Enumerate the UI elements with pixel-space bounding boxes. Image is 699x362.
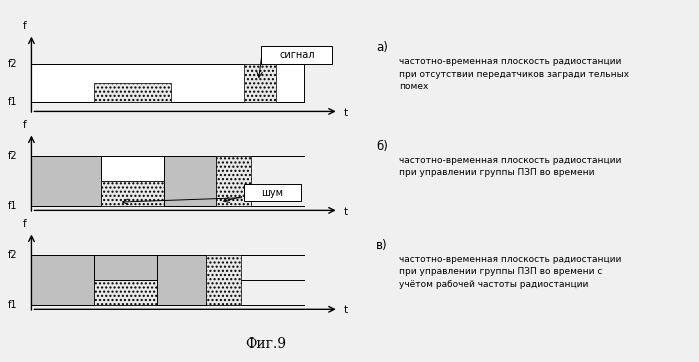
Bar xyxy=(94,83,171,102)
Text: частотно-временная плоскость радиостанции
при отсутствии передатчиков загради те: частотно-временная плоскость радиостанци… xyxy=(399,57,630,91)
Text: f: f xyxy=(22,120,27,130)
Bar xyxy=(101,156,164,181)
Text: f1: f1 xyxy=(8,300,17,310)
Text: f1: f1 xyxy=(8,201,17,211)
Bar xyxy=(94,280,157,304)
Text: сигнал: сигнал xyxy=(279,50,315,60)
Text: Фиг.9: Фиг.9 xyxy=(245,337,286,351)
Text: а): а) xyxy=(376,41,388,54)
Text: в): в) xyxy=(376,239,388,252)
Text: t: t xyxy=(344,306,348,316)
Text: f2: f2 xyxy=(8,151,17,161)
Bar xyxy=(157,255,206,304)
Text: шум: шум xyxy=(261,188,283,198)
Bar xyxy=(31,156,101,206)
Text: частотно-временная плоскость радиостанции
при управлении группы ПЗП во времени: частотно-временная плоскость радиостанци… xyxy=(399,156,622,177)
Text: f: f xyxy=(22,219,27,229)
FancyBboxPatch shape xyxy=(261,46,332,64)
Text: f: f xyxy=(22,21,27,31)
Text: б): б) xyxy=(376,140,388,153)
FancyBboxPatch shape xyxy=(244,184,301,201)
Text: f2: f2 xyxy=(8,59,17,69)
Text: t: t xyxy=(344,108,348,118)
Bar xyxy=(217,156,252,206)
Bar xyxy=(31,255,94,304)
Bar xyxy=(206,255,241,304)
Text: t: t xyxy=(344,207,348,216)
Text: f2: f2 xyxy=(8,250,17,260)
Bar xyxy=(31,64,304,102)
Text: f1: f1 xyxy=(8,97,17,107)
Bar xyxy=(164,156,217,206)
Bar xyxy=(94,255,157,280)
Bar xyxy=(101,181,164,206)
Bar xyxy=(245,64,276,102)
Text: частотно-временная плоскость радиостанции
при управлении группы ПЗП во времени с: частотно-временная плоскость радиостанци… xyxy=(399,254,622,289)
